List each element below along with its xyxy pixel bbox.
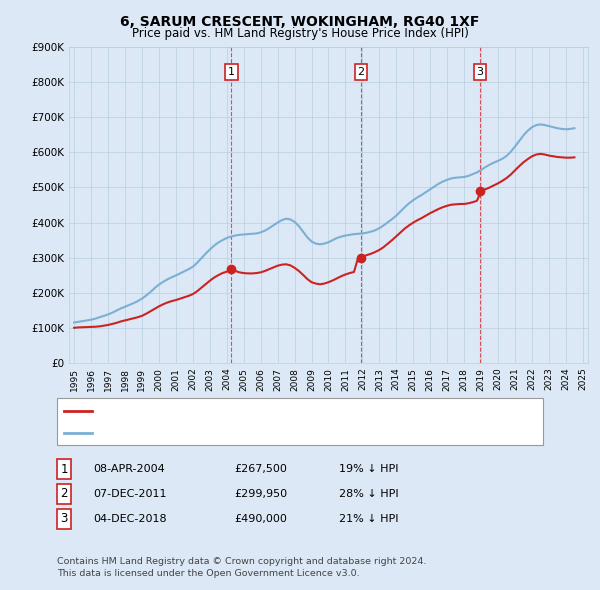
Text: 1: 1 (61, 463, 68, 476)
Text: This data is licensed under the Open Government Licence v3.0.: This data is licensed under the Open Gov… (57, 569, 359, 578)
Text: 07-DEC-2011: 07-DEC-2011 (93, 489, 167, 499)
Text: 1: 1 (228, 67, 235, 77)
Text: Contains HM Land Registry data © Crown copyright and database right 2024.: Contains HM Land Registry data © Crown c… (57, 557, 427, 566)
Text: Price paid vs. HM Land Registry's House Price Index (HPI): Price paid vs. HM Land Registry's House … (131, 27, 469, 40)
Text: £299,950: £299,950 (234, 489, 287, 499)
Text: 04-DEC-2018: 04-DEC-2018 (93, 514, 167, 523)
Text: 28% ↓ HPI: 28% ↓ HPI (339, 489, 398, 499)
Text: 08-APR-2004: 08-APR-2004 (93, 464, 165, 474)
Text: HPI: Average price, detached house, Wokingham: HPI: Average price, detached house, Woki… (98, 428, 365, 438)
Text: 3: 3 (61, 512, 68, 525)
Text: 6, SARUM CRESCENT, WOKINGHAM, RG40 1XF: 6, SARUM CRESCENT, WOKINGHAM, RG40 1XF (121, 15, 479, 29)
Text: £267,500: £267,500 (234, 464, 287, 474)
Text: 2: 2 (61, 487, 68, 500)
Text: 21% ↓ HPI: 21% ↓ HPI (339, 514, 398, 523)
Text: 2: 2 (358, 67, 365, 77)
Text: 19% ↓ HPI: 19% ↓ HPI (339, 464, 398, 474)
Text: 6, SARUM CRESCENT, WOKINGHAM, RG40 1XF (detached house): 6, SARUM CRESCENT, WOKINGHAM, RG40 1XF (… (98, 406, 452, 416)
Text: 3: 3 (476, 67, 483, 77)
Text: £490,000: £490,000 (234, 514, 287, 523)
